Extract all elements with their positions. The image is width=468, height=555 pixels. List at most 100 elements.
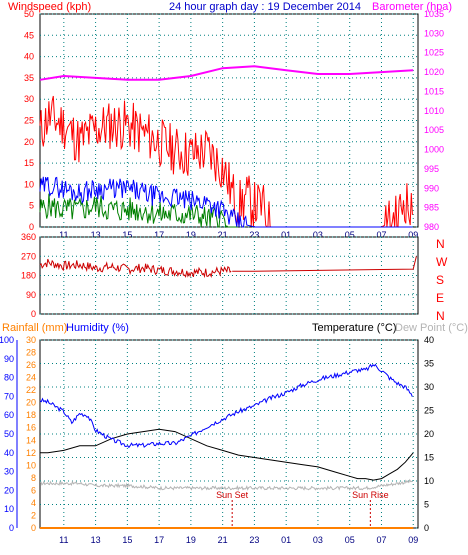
rainfall-tick-14: 14 [26,435,36,445]
wind-series [39,65,414,229]
humidity-axis-label: Humidity (%) [66,322,129,334]
graph-title: 24 hour graph day : 19 December 2014 [169,1,361,13]
barometer-tick-labels: 980 985 990 995 1000 1005 1010 1015 1020 1025 1030… [424,9,444,232]
humidity-tick-70: 70 [4,391,14,401]
temperature-tick-10: 10 [424,476,434,486]
rainfall-tick-12: 12 [26,448,36,458]
windspeed-tick-45: 45 [24,30,34,40]
rainfall-tick-8: 8 [31,473,36,483]
humidity-tick-0: 0 [9,523,14,533]
temperature-hour-tick-05: 05 [345,535,355,545]
barometer-tick-995: 995 [424,164,439,174]
dew-point-series-line [39,478,413,492]
windspeed-tick-50: 50 [24,9,34,19]
rainfall-tick-10: 10 [26,460,36,470]
windspeed-tick-20: 20 [24,137,34,147]
humidity-tick-50: 50 [4,429,14,439]
temperature-hour-tick-23: 23 [249,535,259,545]
compass-label-3: E [436,291,444,305]
rainfall-tick-30: 30 [26,335,36,345]
temperature-hour-tick-19: 19 [186,535,196,545]
temperature-tick-labels: 0 5 10 15 20 25 30 35 40 [424,335,434,533]
windspeed-tick-40: 40 [24,52,34,62]
temperature-panel: Rainfall (mm) Humidity (%) Temperature (… [0,322,468,545]
wind-low-series-line [39,193,238,229]
windspeed-tick-15: 15 [24,158,34,168]
wind-hour-tick-05: 05 [345,230,355,240]
temperature-series-line [40,428,414,481]
humidity-tick-100: 100 [0,335,14,345]
humidity-tick-90: 90 [4,354,14,364]
humidity-tick-20: 20 [4,485,14,495]
rainfall-tick-20: 20 [26,398,36,408]
rainfall-tick-6: 6 [31,485,36,495]
barometer-tick-1020: 1020 [424,67,444,77]
rainfall-tick-2: 2 [31,510,36,520]
rainfall-tick-22: 22 [26,385,36,395]
temperature-hour-tick-01: 01 [281,535,291,545]
temperature-series [39,363,414,529]
wind-hour-tick-labels: 11 13 15 17 19 21 23 01 03 05 07 09 [59,230,418,240]
windspeed-tick-10: 10 [24,179,34,189]
rainfall-tick-24: 24 [26,373,36,383]
direction-series [39,256,417,279]
wind-hour-tick-11: 11 [59,230,68,240]
barometer-tick-985: 985 [424,203,439,213]
humidity-tick-60: 60 [4,410,14,420]
temperature-tick-35: 35 [424,359,434,369]
barometer-tick-980: 980 [424,222,439,232]
wind-hour-tick-13: 13 [91,230,101,240]
rainfall-tick-26: 26 [26,360,36,370]
wind-hour-tick-09: 09 [408,230,418,240]
temperature-hour-tick-07: 07 [376,535,386,545]
direction-tick-360: 360 [21,232,36,242]
direction-tick-labels: 0 90 180 270 360 [21,232,36,319]
humidity-tick-80: 80 [4,373,14,383]
temperature-tick-25: 25 [424,406,434,416]
wind-hour-tick-07: 07 [376,230,386,240]
direction-plot-area [39,236,419,315]
dew-point-axis-label: Dew Point (°C) [395,322,468,334]
humidity-tick-10: 10 [4,504,14,514]
temperature-tick-20: 20 [424,429,434,439]
compass-label-0: N [436,237,445,251]
temperature-hour-tick-17: 17 [154,535,164,545]
windspeed-tick-0: 0 [29,222,34,232]
windspeed-axis-label: Windspeed (kph) [8,1,91,13]
direction-tick-0: 0 [31,309,36,319]
barometer-tick-1035: 1035 [424,9,444,19]
wind-hour-tick-21: 21 [218,230,228,240]
barometer-tick-1000: 1000 [424,145,444,155]
wind-hour-tick-03: 03 [313,230,323,240]
barometer-series-line [39,65,414,81]
temperature-hour-tick-15: 15 [122,535,132,545]
direction-series-line [232,256,417,272]
windspeed-tick-25: 25 [24,116,34,126]
direction-tick-270: 270 [21,251,36,261]
rainfall-axis-label: Rainfall (mm) [2,322,67,334]
rainfall-tick-16: 16 [26,423,36,433]
humidity-tick-labels: 0 10 20 30 40 50 60 70 80 90 100 [0,335,14,533]
rainfall-tick-28: 28 [26,348,36,358]
barometer-tick-990: 990 [424,183,439,193]
windspeed-tick-labels: 0 5 10 15 20 25 30 35 40 45 50 [24,9,34,232]
temperature-hour-tick-09: 09 [408,535,418,545]
temperature-tick-40: 40 [424,335,434,345]
barometer-tick-1010: 1010 [424,106,444,116]
temperature-hour-tick-13: 13 [91,535,101,545]
direction-series-noisy [39,258,232,279]
windspeed-tick-5: 5 [29,201,34,211]
barometer-tick-1015: 1015 [424,86,444,96]
rainfall-tick-0: 0 [31,523,36,533]
sun-annotation-0: Sun Set [216,490,249,500]
temperature-tick-15: 15 [424,453,434,463]
barometer-tick-1005: 1005 [424,125,444,135]
direction-grid [40,236,418,315]
humidity-series-line [39,363,413,449]
sun-annotation-1: Sun Rise [352,490,389,500]
windspeed-tick-30: 30 [24,94,34,104]
